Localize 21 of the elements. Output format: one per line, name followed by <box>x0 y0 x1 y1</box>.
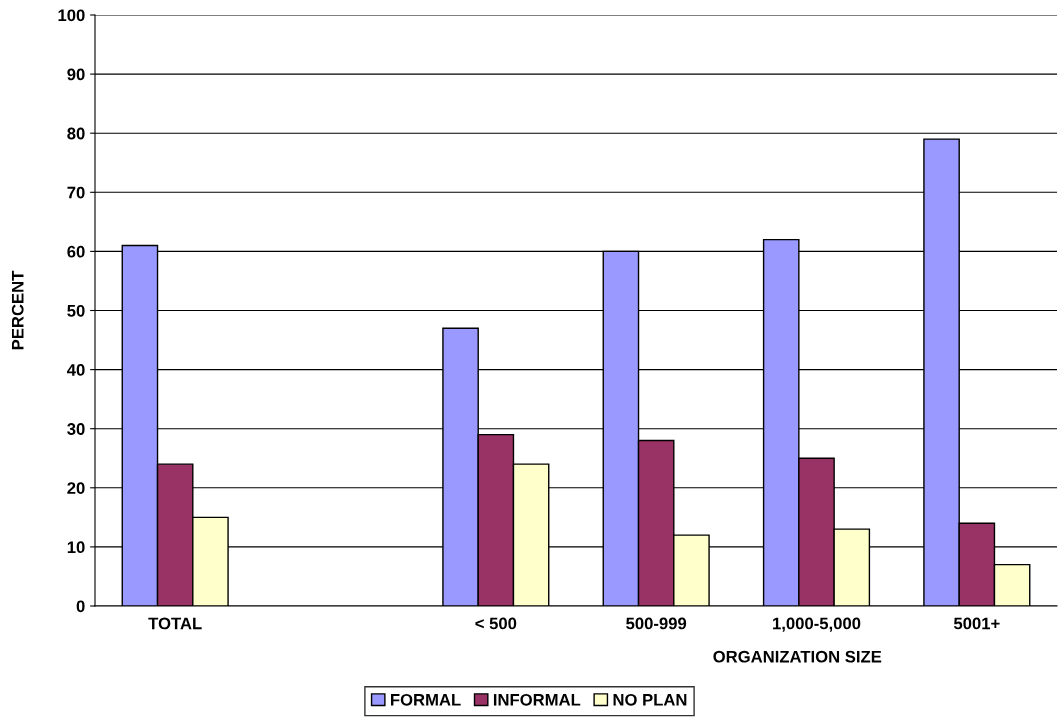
legend-label: INFORMAL <box>493 693 581 706</box>
y-tick-label: 50 <box>67 304 85 317</box>
x-tick-label: 5001+ <box>953 617 1000 630</box>
y-tick-label: 30 <box>67 423 85 435</box>
y-tick-label: 40 <box>66 364 85 376</box>
x-tick-label: TOTAL <box>148 617 202 630</box>
y-tick-label: 70 <box>67 186 85 199</box>
y-tick-label: 10 <box>67 541 85 554</box>
x-tick-label: 500-999 <box>626 617 687 630</box>
x-tick-label: < 500 <box>475 617 517 630</box>
x-tick-label: 1,000-5,000 <box>773 617 861 632</box>
legend-label: FORMAL <box>391 693 461 706</box>
y-tick-label: 60 <box>67 245 85 258</box>
y-tick-label: 100 <box>58 9 85 22</box>
y-tick-label: 80 <box>67 127 85 140</box>
y-tick-label: 90 <box>67 68 85 81</box>
y-axis-title: PERCENT <box>11 270 24 350</box>
y-tick-label: 0 <box>76 600 85 613</box>
legend-label: NO PLAN <box>613 693 687 706</box>
y-tick-label: 20 <box>67 482 85 494</box>
x-axis-title: ORGANIZATION SIZE <box>713 650 882 663</box>
